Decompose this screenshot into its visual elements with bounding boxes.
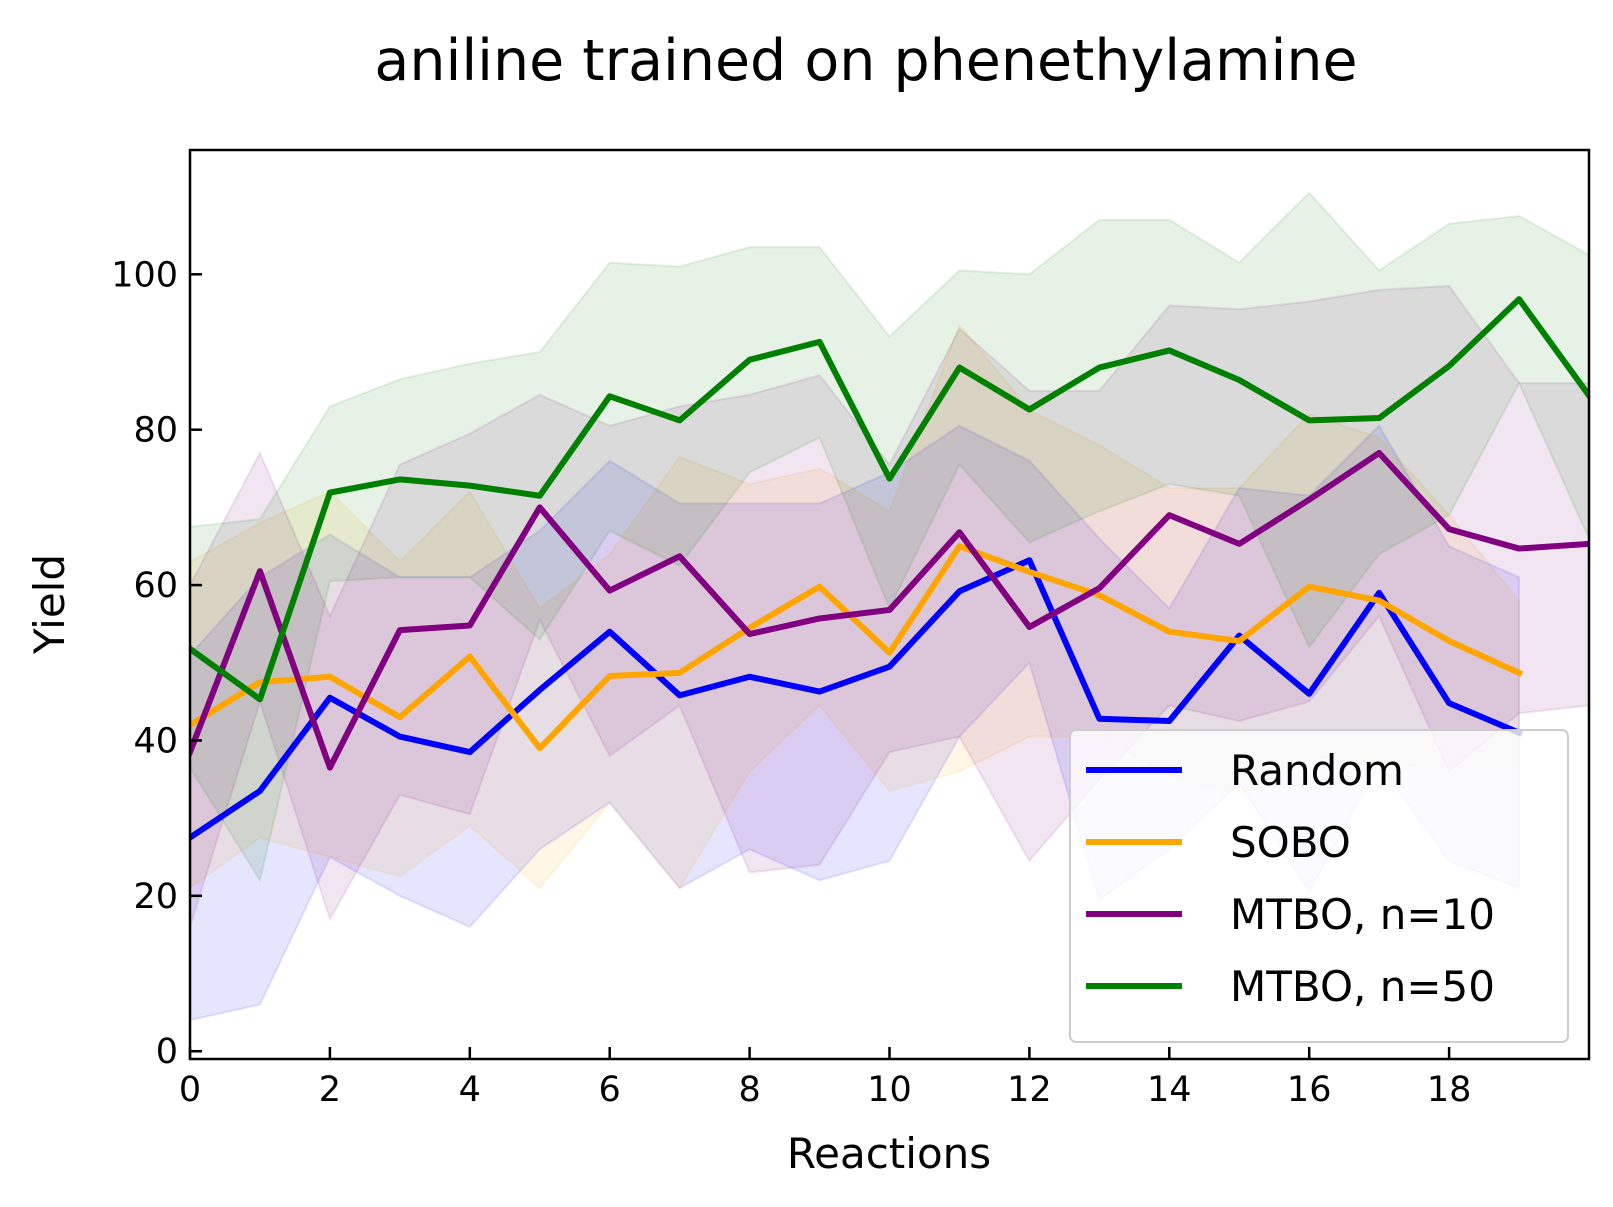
legend-label-random: Random <box>1230 746 1404 795</box>
x-tick-label: 14 <box>1147 1070 1192 1110</box>
y-tick-label: 40 <box>133 721 178 761</box>
legend-label-sobo: SOBO <box>1230 818 1351 867</box>
chart-title: aniline trained on phenethylamine <box>374 28 1357 94</box>
x-axis-label: Reactions <box>787 1129 991 1178</box>
x-tick-label: 8 <box>738 1070 760 1110</box>
y-tick-label: 0 <box>156 1032 178 1072</box>
y-tick-label: 20 <box>133 877 178 917</box>
y-axis: 0 20 40 60 80 100 <box>111 255 202 1072</box>
x-tick-label: 16 <box>1287 1070 1332 1110</box>
line-random <box>190 557 1523 842</box>
series-lines <box>190 296 1589 842</box>
x-tick-label: 2 <box>319 1070 341 1110</box>
y-tick-label: 100 <box>111 255 178 295</box>
x-tick-label: 0 <box>179 1070 201 1110</box>
line-mtbo-n-50 <box>190 296 1589 703</box>
legend: Random SOBO MTBO, n=10 MTBO, n=50 <box>1069 729 1569 1043</box>
x-tick-label: 12 <box>1007 1070 1052 1110</box>
x-tick-label: 4 <box>459 1070 481 1110</box>
x-axis: 0 2 4 6 8 10 12 14 16 18 <box>179 1047 1472 1110</box>
band-mtbo-n-50 <box>190 191 1589 883</box>
x-tick-label: 18 <box>1427 1070 1472 1110</box>
y-tick-label: 60 <box>133 566 178 606</box>
line-sobo <box>190 543 1524 752</box>
legend-box <box>1069 729 1569 1043</box>
y-axis-label: Yield <box>25 554 74 655</box>
y-tick-label: 80 <box>133 411 178 451</box>
legend-label-mtbo-n-10: MTBO, n=10 <box>1230 890 1495 939</box>
line-mtbo-n-10 <box>190 450 1589 771</box>
x-tick-label: 6 <box>599 1070 621 1110</box>
legend-label-mtbo-n-50: MTBO, n=50 <box>1230 962 1495 1011</box>
x-tick-label: 10 <box>867 1070 912 1110</box>
